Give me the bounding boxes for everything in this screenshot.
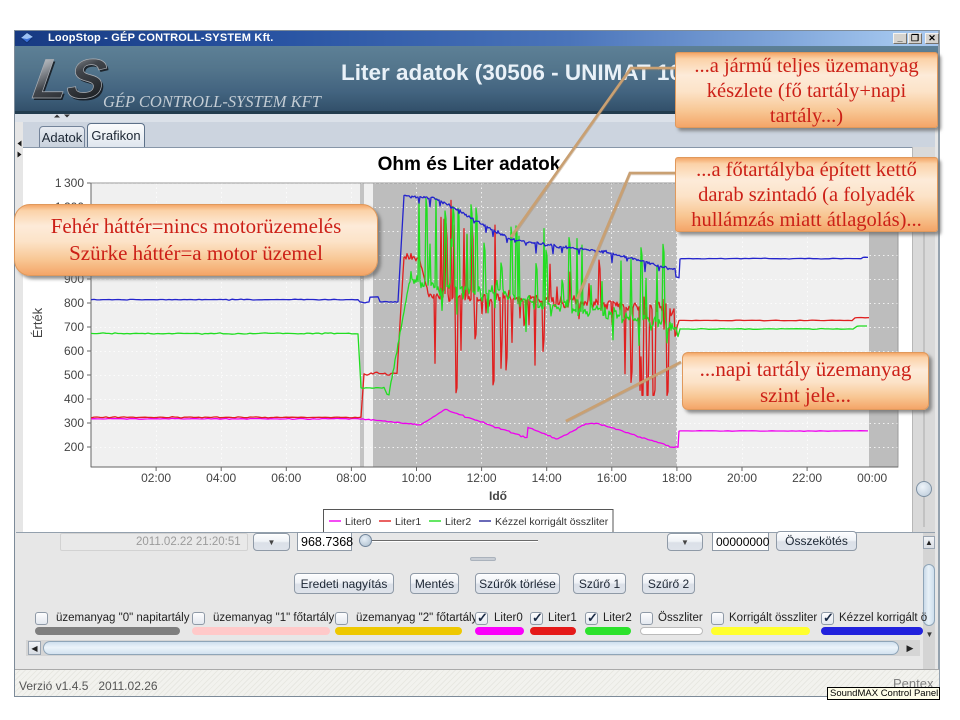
svg-text:18:00: 18:00 [662, 471, 692, 485]
svg-text:Liter1: Liter1 [395, 516, 421, 528]
svg-text:Érték: Érték [30, 307, 45, 338]
svg-text:10:00: 10:00 [401, 471, 431, 485]
svg-text:08:00: 08:00 [336, 471, 366, 485]
svg-text:22:00: 22:00 [792, 471, 822, 485]
svg-text:14:00: 14:00 [532, 471, 562, 485]
svg-text:600: 600 [64, 344, 84, 358]
svg-text:1 300: 1 300 [55, 176, 84, 190]
svg-text:02:00: 02:00 [141, 471, 171, 485]
svg-text:500: 500 [64, 368, 84, 382]
svg-text:200: 200 [64, 440, 84, 454]
svg-text:400: 400 [64, 392, 84, 406]
svg-text:06:00: 06:00 [271, 471, 301, 485]
svg-text:Liter2: Liter2 [445, 516, 471, 528]
svg-text:LS: LS [31, 49, 112, 106]
svg-text:Idő: Idő [489, 489, 507, 503]
svg-text:LS: LS [29, 48, 110, 106]
svg-text:Kézzel korrigált összliter: Kézzel korrigált összliter [495, 516, 609, 528]
svg-text:300: 300 [64, 416, 84, 430]
svg-text:20:00: 20:00 [727, 471, 757, 485]
svg-text:16:00: 16:00 [597, 471, 627, 485]
svg-text:12:00: 12:00 [467, 471, 497, 485]
svg-text:800: 800 [64, 296, 84, 310]
svg-text:00:00: 00:00 [857, 471, 887, 485]
svg-text:Ohm és Liter adatok: Ohm és Liter adatok [378, 154, 561, 175]
svg-text:700: 700 [64, 320, 84, 334]
svg-text:04:00: 04:00 [206, 471, 236, 485]
svg-text:Liter0: Liter0 [345, 516, 371, 528]
